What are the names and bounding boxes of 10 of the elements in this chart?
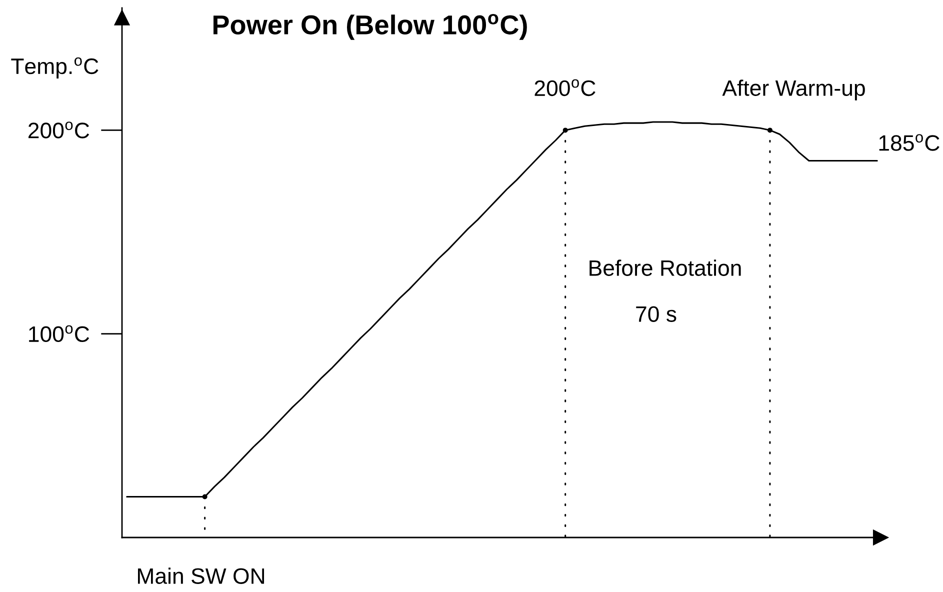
annotation: 200$^{o}$C <box>534 79 596 96</box>
annotation: 70 s <box>636 306 676 322</box>
annotation: Before Rotation <box>590 260 741 276</box>
line-series <box>126 121 878 498</box>
annotation: After Warm-up <box>722 80 865 100</box>
y-axis-title: Temp.$^{o}$C <box>11 57 98 79</box>
text: Main SW ON <box>138 568 264 584</box>
annotation: 185$^{o}$C <box>879 134 940 151</box>
y-tick-label: 100$^{o}$C <box>29 325 90 342</box>
chart-title: Power On (Below 100$^{o}$C) <box>214 14 527 40</box>
